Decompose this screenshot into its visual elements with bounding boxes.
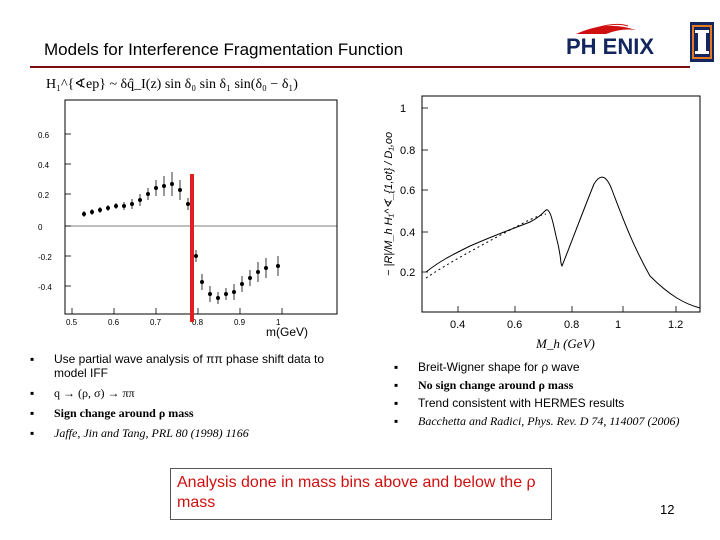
left-plot-point xyxy=(178,188,182,192)
left-plot-point xyxy=(162,184,166,188)
left-bullet-1: Use partial wave analysis of ππ phase sh… xyxy=(30,352,360,380)
left-bullet-list: Use partial wave analysis of ππ phase sh… xyxy=(30,352,360,446)
left-plot-ytick-label: 0.4 xyxy=(38,161,50,170)
page-number: 12 xyxy=(660,502,675,517)
left-plot-xtick-label: 0.8 xyxy=(192,318,204,327)
right-plot-ytick-label: 0.2 xyxy=(400,267,415,279)
left-plot-point xyxy=(130,202,134,206)
left-bullet-2: q → (ρ, σ) → ππ xyxy=(30,386,360,400)
left-plot-ytick-label: -0.2 xyxy=(38,253,52,262)
left-plot-point xyxy=(138,198,142,202)
left-plot-ytick-label: -0.4 xyxy=(38,283,52,292)
left-plot-point xyxy=(200,280,204,284)
right-plot-xtick-label: 1 xyxy=(615,319,621,331)
right-plot-ytick-label: 1 xyxy=(400,103,406,115)
right-plot-xtick-label: 0.8 xyxy=(564,319,579,331)
right-bullet-list: Breit-Wigner shape for ρ wave No sign ch… xyxy=(394,360,694,434)
phenix-bird-icon xyxy=(576,23,636,34)
left-plot-point xyxy=(122,204,126,208)
right-bullet-1: Breit-Wigner shape for ρ wave xyxy=(394,360,694,374)
left-plot-point xyxy=(216,296,220,300)
analysis-callout: Analysis done in mass bins above and bel… xyxy=(170,468,552,520)
left-plot-point xyxy=(186,202,190,206)
right-plot-xtick-label: 1.2 xyxy=(668,319,683,331)
rho-mass-marker xyxy=(190,174,194,322)
left-plot-ytick-label: 0.2 xyxy=(38,191,50,200)
left-plot-point xyxy=(90,210,94,214)
left-plot-point xyxy=(248,276,252,280)
right-plot-ytick-label: 0.8 xyxy=(400,145,415,157)
phenix-logo-text: PH ENIX xyxy=(566,34,655,59)
right-plot-ylabel: − |R|/M_h H₁^∢_{1,ot} / D₁,oo xyxy=(383,132,395,276)
left-plot-frame xyxy=(64,99,338,315)
illinois-logo-icon xyxy=(690,22,714,62)
left-plot-point xyxy=(276,264,280,268)
left-plot-point xyxy=(194,254,198,258)
right-plot-xtick-label: 0.4 xyxy=(450,319,465,331)
left-plot-point xyxy=(154,186,158,190)
right-plot-frame xyxy=(421,95,701,313)
left-plot-ytick-label: 0 xyxy=(38,223,43,232)
left-plot-point xyxy=(224,292,228,296)
right-plot: 1 0.8 0.6 0.4 0.2 0.4 0.6 0.8 1 1.2 − |R|/M_h H₁… xyxy=(383,95,701,351)
left-plot-point xyxy=(256,270,260,274)
left-plot-point xyxy=(146,192,150,196)
left-plot-ytick-label: 0.6 xyxy=(38,131,50,140)
right-bullet-4: Bacchetta and Radici, Phys. Rev. D 74, 1… xyxy=(394,414,694,428)
left-bullet-4: Jaffe, Jin and Tang, PRL 80 (1998) 1166 xyxy=(30,426,360,440)
title-rule xyxy=(30,66,690,68)
left-bullet-3: Sign change around ρ mass xyxy=(30,406,360,420)
right-plot-ytick-label: 0.6 xyxy=(400,185,415,197)
left-plot-point xyxy=(82,212,86,216)
left-plot-point xyxy=(170,182,174,186)
left-plot-point xyxy=(264,266,268,270)
right-plot-xtick-label: 0.6 xyxy=(507,319,522,331)
left-plot-xtick-label: 0.7 xyxy=(150,318,162,327)
breit-wigner-curve xyxy=(425,176,701,309)
left-plot-xlabel: m(GeV) xyxy=(266,325,308,339)
right-plot-xlabel: M_h (GeV) xyxy=(535,336,595,351)
left-plot: 0.6 0.4 0.2 0 -0.2 -0.4 0.5 0.6 0.7 0.8 0.9 1 m(Ge… xyxy=(38,99,338,339)
iff-formula: H₁^{∢ep} ~ δq̂_I(z) sin δ₀ sin δ₁ sin(δ₀… xyxy=(46,77,298,92)
right-bullet-3: Trend consistent with HERMES results xyxy=(394,396,694,410)
left-plot-xtick-label: 0.6 xyxy=(108,318,120,327)
left-plot-point xyxy=(114,204,118,208)
left-plot-xtick-label: 1 xyxy=(276,318,281,327)
right-bullet-2: No sign change around ρ mass xyxy=(394,378,694,392)
dotted-curve xyxy=(425,213,547,279)
left-plot-point xyxy=(232,290,236,294)
left-plot-point xyxy=(208,292,212,296)
phenix-logo: PH ENIX xyxy=(566,20,716,68)
left-plot-point xyxy=(98,208,102,212)
slide-title: Models for Interference Fragmentation Fu… xyxy=(44,40,404,59)
left-plot-xtick-label: 0.9 xyxy=(234,318,246,327)
left-plot-point xyxy=(240,282,244,286)
left-plot-xtick-label: 0.5 xyxy=(66,318,78,327)
left-plot-point xyxy=(106,206,110,210)
right-plot-ytick-label: 0.4 xyxy=(400,227,415,239)
